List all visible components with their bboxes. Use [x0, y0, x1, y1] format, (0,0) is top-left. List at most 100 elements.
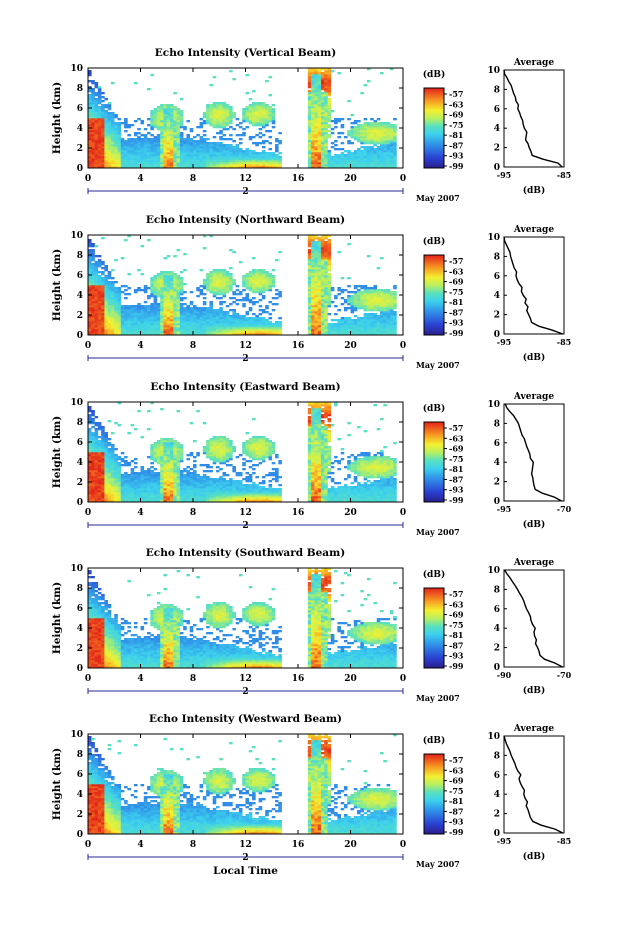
heatmap-cell — [334, 323, 338, 326]
x-tick-label: 16 — [292, 174, 305, 184]
heatmap-cell — [189, 333, 194, 336]
heatmap-cell — [104, 144, 108, 147]
heatmap-cell — [347, 134, 351, 137]
heatmap-cell — [340, 291, 345, 294]
heatmap-cell — [97, 98, 102, 101]
heatmap-cell — [317, 78, 322, 81]
heatmap-cell — [110, 458, 115, 461]
heatmap-cell — [173, 301, 177, 304]
heatmap-cell — [235, 164, 240, 167]
heatmap-cell — [163, 124, 168, 127]
heatmap-cell — [88, 104, 92, 107]
heatmap-cell — [189, 307, 194, 310]
heatmap-cell — [337, 156, 341, 159]
heatmap-cell — [186, 150, 191, 153]
heatmap-cell — [94, 275, 99, 278]
heatmap-area — [88, 68, 397, 169]
heatmap-cell — [189, 130, 194, 133]
heatmap-cell — [104, 160, 108, 163]
heatmap-cell — [199, 289, 204, 292]
heatmap-cell — [202, 315, 207, 318]
heatmap-cell — [327, 78, 332, 81]
heatmap-cell — [320, 265, 325, 268]
heatmap-cell — [380, 126, 384, 129]
heatmap-cell — [212, 309, 217, 312]
heatmap-cell — [104, 281, 108, 284]
heatmap-cell — [163, 333, 168, 336]
heatmap-cell — [357, 333, 361, 336]
heatmap-cell — [124, 144, 128, 147]
heatmap-cell — [183, 323, 187, 326]
heatmap-cell — [311, 140, 315, 143]
heatmap-cell — [173, 313, 177, 316]
heatmap-cell — [124, 486, 128, 489]
heatmap-cell — [150, 315, 154, 318]
heatmap-cell — [314, 303, 318, 306]
heatmap-cell — [183, 309, 187, 312]
heatmap-cell — [91, 480, 95, 483]
heatmap-cell — [389, 146, 394, 149]
heatmap-cell — [248, 283, 253, 286]
heatmap-cell — [360, 329, 364, 332]
heatmap-cell — [196, 144, 200, 147]
heatmap-cell — [107, 486, 112, 489]
heatmap-cell — [373, 120, 378, 123]
heatmap-cell — [110, 456, 115, 459]
heatmap-cell — [271, 154, 276, 157]
heatmap-cell — [94, 146, 99, 149]
heatmap-cell — [186, 319, 191, 322]
heatmap-cell — [91, 307, 95, 310]
heatmap-cell — [376, 142, 381, 145]
heatmap-cell — [360, 138, 364, 141]
heatmap-cell — [360, 325, 364, 328]
heatmap-cell — [324, 295, 328, 298]
heatmap-cell — [320, 128, 325, 131]
heatmap-cell — [235, 299, 240, 302]
heatmap-cell — [317, 112, 322, 115]
heatmap-cell — [183, 291, 187, 294]
heatmap-cell — [97, 466, 102, 469]
heatmap-cell — [360, 140, 364, 143]
heatmap-cell — [248, 160, 253, 163]
heatmap-cell — [275, 154, 279, 157]
heatmap-cell — [383, 148, 387, 151]
heatmap-cell — [101, 456, 105, 459]
heatmap-cell — [133, 158, 138, 161]
heatmap-cell — [91, 82, 95, 85]
heatmap-cell — [117, 301, 122, 304]
heatmap-cell — [91, 490, 95, 493]
heatmap-cell — [147, 142, 151, 145]
heatmap-cell — [311, 259, 315, 262]
heatmap-cell — [314, 94, 318, 97]
heatmap-cell — [173, 299, 177, 302]
heatmap-cell — [91, 277, 95, 280]
heatmap-cell — [265, 277, 269, 280]
heatmap-cell — [114, 307, 118, 310]
heatmap-cell — [373, 329, 378, 332]
heatmap-cell — [137, 150, 141, 153]
heatmap-cell — [170, 130, 174, 133]
heatmap-cell — [363, 331, 368, 334]
heatmap-cell — [229, 126, 233, 129]
heatmap-cell — [389, 130, 394, 133]
heatmap-cell — [343, 289, 348, 292]
heatmap-cell — [94, 432, 99, 435]
heatmap-cell — [314, 84, 318, 87]
heatmap-cell — [327, 279, 332, 282]
heatmap-cell — [219, 160, 223, 163]
heatmap-cell — [340, 166, 345, 169]
heatmap-cell — [173, 152, 177, 155]
heatmap-cell — [261, 275, 266, 278]
heatmap-cell — [334, 154, 338, 157]
heatmap-cell — [242, 283, 246, 286]
heatmap-cell — [137, 132, 141, 135]
heatmap-cell — [101, 492, 105, 495]
heatmap-cell — [340, 289, 345, 292]
heatmap-cell — [393, 154, 397, 157]
heatmap-cell — [124, 482, 128, 485]
heatmap-cell — [252, 158, 256, 161]
heatmap-cell — [153, 144, 158, 147]
heatmap-cell — [275, 146, 279, 149]
heatmap-cell — [107, 142, 112, 145]
heatmap-cell — [140, 150, 145, 153]
